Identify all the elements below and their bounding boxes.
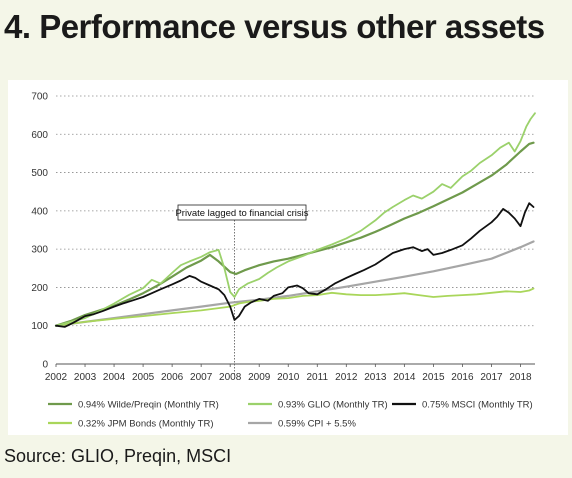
annotation-box: [177, 204, 307, 221]
legend-label: 0.94% Wilde/Preqin (Monthly TR): [78, 400, 219, 411]
x-tick-label: 2018: [509, 372, 532, 383]
x-tick-label: 2004: [103, 372, 126, 383]
legend-label: 0.75% MSCI (Monthly TR): [422, 400, 533, 411]
x-tick-label: 2007: [190, 372, 213, 383]
chart-title: 4. Performance versus other assets: [4, 8, 545, 45]
x-axis: 2002 2003 2004 2005 2006 2007 2008 2009 2010 2011…: [45, 363, 535, 383]
x-tick-label: 2003: [74, 372, 97, 383]
x-tick-label: 2010: [277, 372, 300, 383]
x-tick-label: 2008: [219, 372, 242, 383]
x-tick-label: 2011: [307, 372, 329, 383]
y-tick-label: 300: [31, 245, 48, 256]
x-tick-label: 2015: [422, 372, 445, 383]
annotation-label: Private lagged to financial crisis: [175, 208, 308, 219]
x-tick-label: 2012: [335, 372, 358, 383]
x-tick-label: 2017: [480, 372, 503, 383]
series-line: [54, 240, 535, 327]
series-line: [55, 202, 535, 328]
chart-panel: 0 100 200 300 400 500 600 700 2002 2003 2004 2005 2…: [8, 80, 568, 435]
legend-label: 0.59% CPI + 5.5%: [278, 419, 356, 430]
y-tick-label: 200: [31, 283, 48, 294]
series-line: [54, 141, 535, 327]
x-tick-label: 2002: [45, 372, 68, 383]
legend-label: 0.32% JPM Bonds (Monthly TR): [78, 419, 214, 430]
x-tick-label: 2016: [451, 372, 474, 383]
x-tick-label: 2013: [364, 372, 387, 383]
y-tick-label: 400: [31, 206, 48, 217]
y-tick-label: 700: [31, 92, 48, 103]
x-tick-label: 2009: [248, 372, 271, 383]
series-lines: [54, 112, 536, 328]
x-tick-label: 2005: [132, 372, 155, 383]
legend: 0.94% Wilde/Preqin (Monthly TR) 0.93% GLI…: [48, 400, 533, 430]
x-tick-label: 2006: [161, 372, 184, 383]
y-tick-label: 600: [31, 130, 48, 141]
y-tick-label: 100: [31, 321, 48, 332]
legend-label: 0.93% GLIO (Monthly TR): [278, 400, 388, 411]
source-note: Source: GLIO, Preqin, MSCI: [4, 446, 232, 466]
series-line: [55, 112, 536, 327]
y-tick-label: 0: [42, 360, 48, 371]
y-tick-label: 500: [31, 168, 48, 179]
x-tick-label: 2014: [393, 372, 416, 383]
y-axis: 0 100 200 300 400 500 600 700: [31, 92, 48, 371]
series-line: [55, 287, 535, 327]
annotation: Private lagged to financial crisis: [175, 204, 309, 374]
